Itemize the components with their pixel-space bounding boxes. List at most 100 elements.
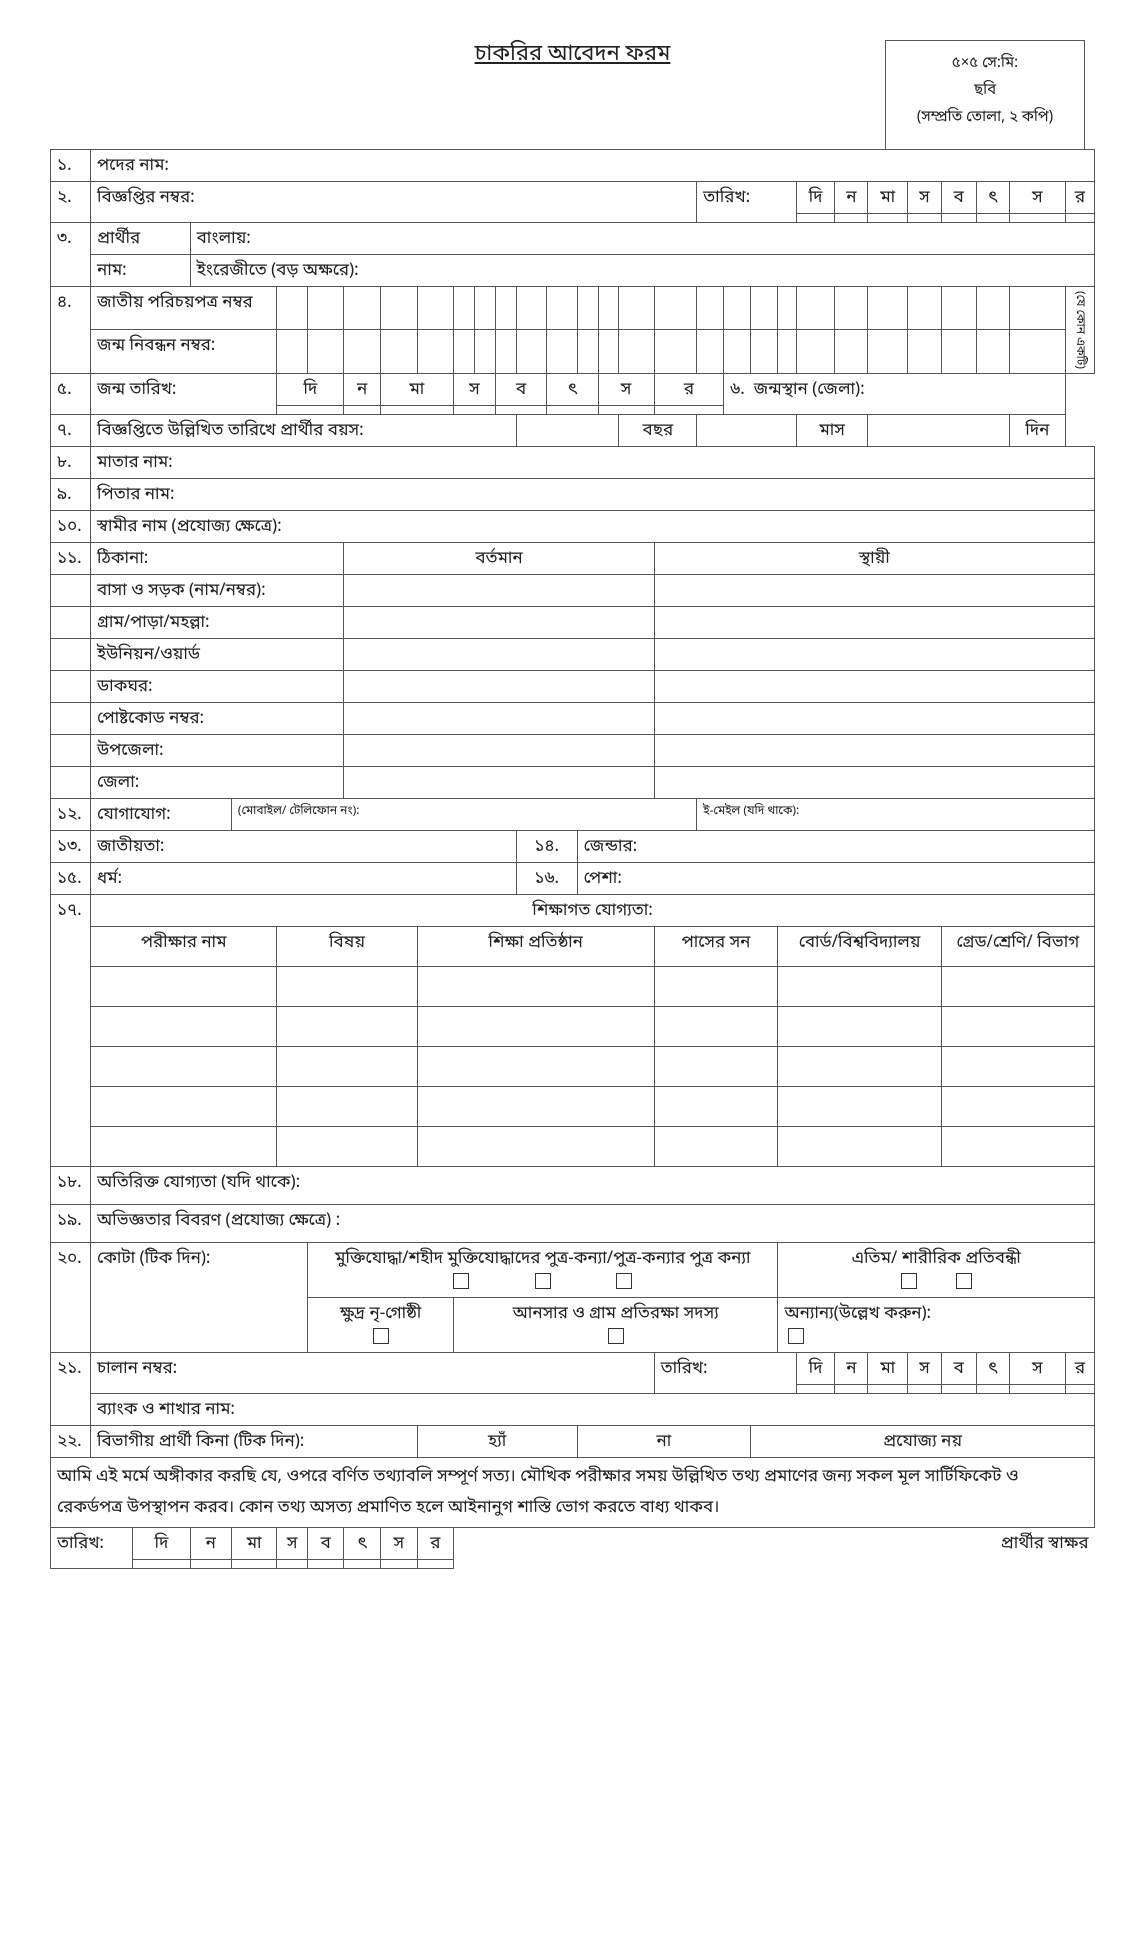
nid-label: জাতীয় পরিচয়পত্র নম্বর [91,287,277,330]
profession-label: পেশা: [577,862,1094,894]
addr-field: জেলা: [91,766,344,798]
dept-candidate-label: বিভাগীয় প্রার্থী কিনা (টিক দিন): [91,1425,418,1457]
date-head: দি [796,1352,834,1384]
date-head: মা [868,182,908,214]
row-num: ১০. [51,510,91,542]
day-label: দিন [1009,414,1065,446]
row-num: ৩. [51,223,91,287]
nationality-label: জাতীয়তা: [91,830,517,862]
application-form: ১. পদের নাম: ২. বিজ্ঞপ্তির নম্বর: তারিখ:… [50,149,1095,1569]
quota-option[interactable]: ক্ষুদ্র নৃ-গোষ্ঠী [308,1297,454,1352]
date-head: ৎ [976,1352,1009,1384]
date-cell[interactable] [1009,214,1065,223]
date-head: র [1066,1352,1095,1384]
quota-option[interactable]: এতিম/ শারীরিক প্রতিবন্ধী [778,1242,1095,1297]
date-head: ব [941,182,976,214]
row-num: ১৮. [51,1166,91,1204]
contact-label: যোগাযোগ: [91,798,232,830]
row-num: ১৪. [516,830,577,862]
date-head: ৎ [344,1528,380,1560]
row-num: ৯. [51,478,91,510]
quota-option[interactable]: অন্যান্য(উল্লেখ করুন): [778,1297,1095,1352]
month-label: মাস [796,414,867,446]
edu-col: বোর্ড/বিশ্ববিদ্যালয় [778,926,941,966]
date-head: দি [796,182,834,214]
date-head: ন [835,1352,868,1384]
edu-col: গ্রেড/শ্রেণি/ বিভাগ [941,926,1094,966]
bangla-label: বাংলায়: [190,223,1094,255]
photo-box: ৫×৫ সে:মি: ছবি (সম্প্রতি তোলা, ২ কপি) [885,40,1085,150]
date-cell[interactable] [1066,214,1095,223]
edu-col: পরীক্ষার নাম [91,926,277,966]
date-head: স [380,1528,417,1560]
date-head: মা [380,373,453,405]
addr-field: পোষ্টকোড নম্বর: [91,702,344,734]
religion-label: ধর্ম: [91,862,517,894]
date-head: র [417,1528,453,1560]
row-num: ২. [51,182,91,223]
date-head: ন [190,1528,231,1560]
post-name-label: পদের নাম: [91,150,1095,182]
bank-label: ব্যাংক ও শাখার নাম: [91,1393,1095,1425]
date-head: ব [495,373,546,405]
option-na[interactable]: প্রযোজ্য নয় [751,1425,1095,1457]
date-head: স [1009,1352,1065,1384]
date-head: স [1009,182,1065,214]
addr-field: ইউনিয়ন/ওয়ার্ড [91,638,344,670]
date-head: র [654,373,724,405]
date-head: ৎ [976,182,1009,214]
date-cell[interactable] [835,214,868,223]
row-num: ১৫. [51,862,91,894]
row-num: ১৬. [516,862,577,894]
row-num: ১১. [51,542,91,574]
either-one-note: (যে কোন একটি) [1066,287,1095,374]
addr-field: উপজেলা: [91,734,344,766]
birthplace-label: ৬. জন্মস্থান (জেলা): [724,373,1066,414]
chalan-label: চালান নম্বর: [91,1352,655,1393]
permanent-label: স্থায়ী [654,542,1094,574]
date-cell[interactable] [941,214,976,223]
date-cell[interactable] [908,214,942,223]
quota-label: কোটা (টিক দিন): [91,1242,308,1352]
name-label: নাম: [91,255,191,287]
dob-label: জন্ম তারিখ: [91,373,277,414]
date-head: ব [941,1352,976,1384]
signature-label: প্রার্থীর স্বাক্ষর [454,1528,1095,1569]
date-head: স [908,182,942,214]
date-label: তারিখ: [697,182,797,223]
date-head: স [908,1352,942,1384]
experience-label: অভিজ্ঞতার বিবরণ (প্রযোজ্য ক্ষেত্রে) : [91,1204,1095,1242]
date-head: স [454,373,496,405]
date-cell[interactable] [976,214,1009,223]
quota-option[interactable]: মুক্তিযোদ্ধা/শহীদ মুক্তিযোদ্ধাদের পুত্র-… [308,1242,778,1297]
date-head: ব [308,1528,344,1560]
date-cell[interactable] [868,214,908,223]
husband-name-label: স্বামীর নাম (প্রযোজ্য ক্ষেত্রে): [91,510,1095,542]
date-head: ৎ [547,373,598,405]
extra-qual-label: অতিরিক্ত যোগ্যতা (যদি থাকে): [91,1166,1095,1204]
option-yes[interactable]: হ্যাঁ [417,1425,577,1457]
row-num: ২২. [51,1425,91,1457]
row-num: ১২. [51,798,91,830]
address-label: ঠিকানা: [91,542,344,574]
row-num: ৪. [51,287,91,374]
option-no[interactable]: না [577,1425,751,1457]
row-num: ৫. [51,373,91,414]
present-label: বর্তমান [344,542,654,574]
english-label: ইংরেজীতে (বড় অক্ষরে): [190,255,1094,287]
photo-size: ৫×৫ সে:মি: [896,51,1074,78]
edu-col: শিক্ষা প্রতিষ্ঠান [417,926,654,966]
addr-field: বাসা ও সড়ক (নাম/নম্বর): [91,574,344,606]
date-cell[interactable] [796,214,834,223]
quota-option[interactable]: আনসার ও গ্রাম প্রতিরক্ষা সদস্য [454,1297,778,1352]
row-num: ৮. [51,446,91,478]
date-label: তারিখ: [654,1352,796,1393]
row-num: ২১. [51,1352,91,1425]
father-name-label: পিতার নাম: [91,478,1095,510]
edu-col: পাসের সন [654,926,778,966]
photo-label: ছবি [896,78,1074,105]
date-head: দি [133,1528,190,1560]
applicant-label: প্রার্থীর [91,223,191,255]
date-head: স [598,373,654,405]
advert-number-label: বিজ্ঞপ্তির নম্বর: [91,182,697,223]
